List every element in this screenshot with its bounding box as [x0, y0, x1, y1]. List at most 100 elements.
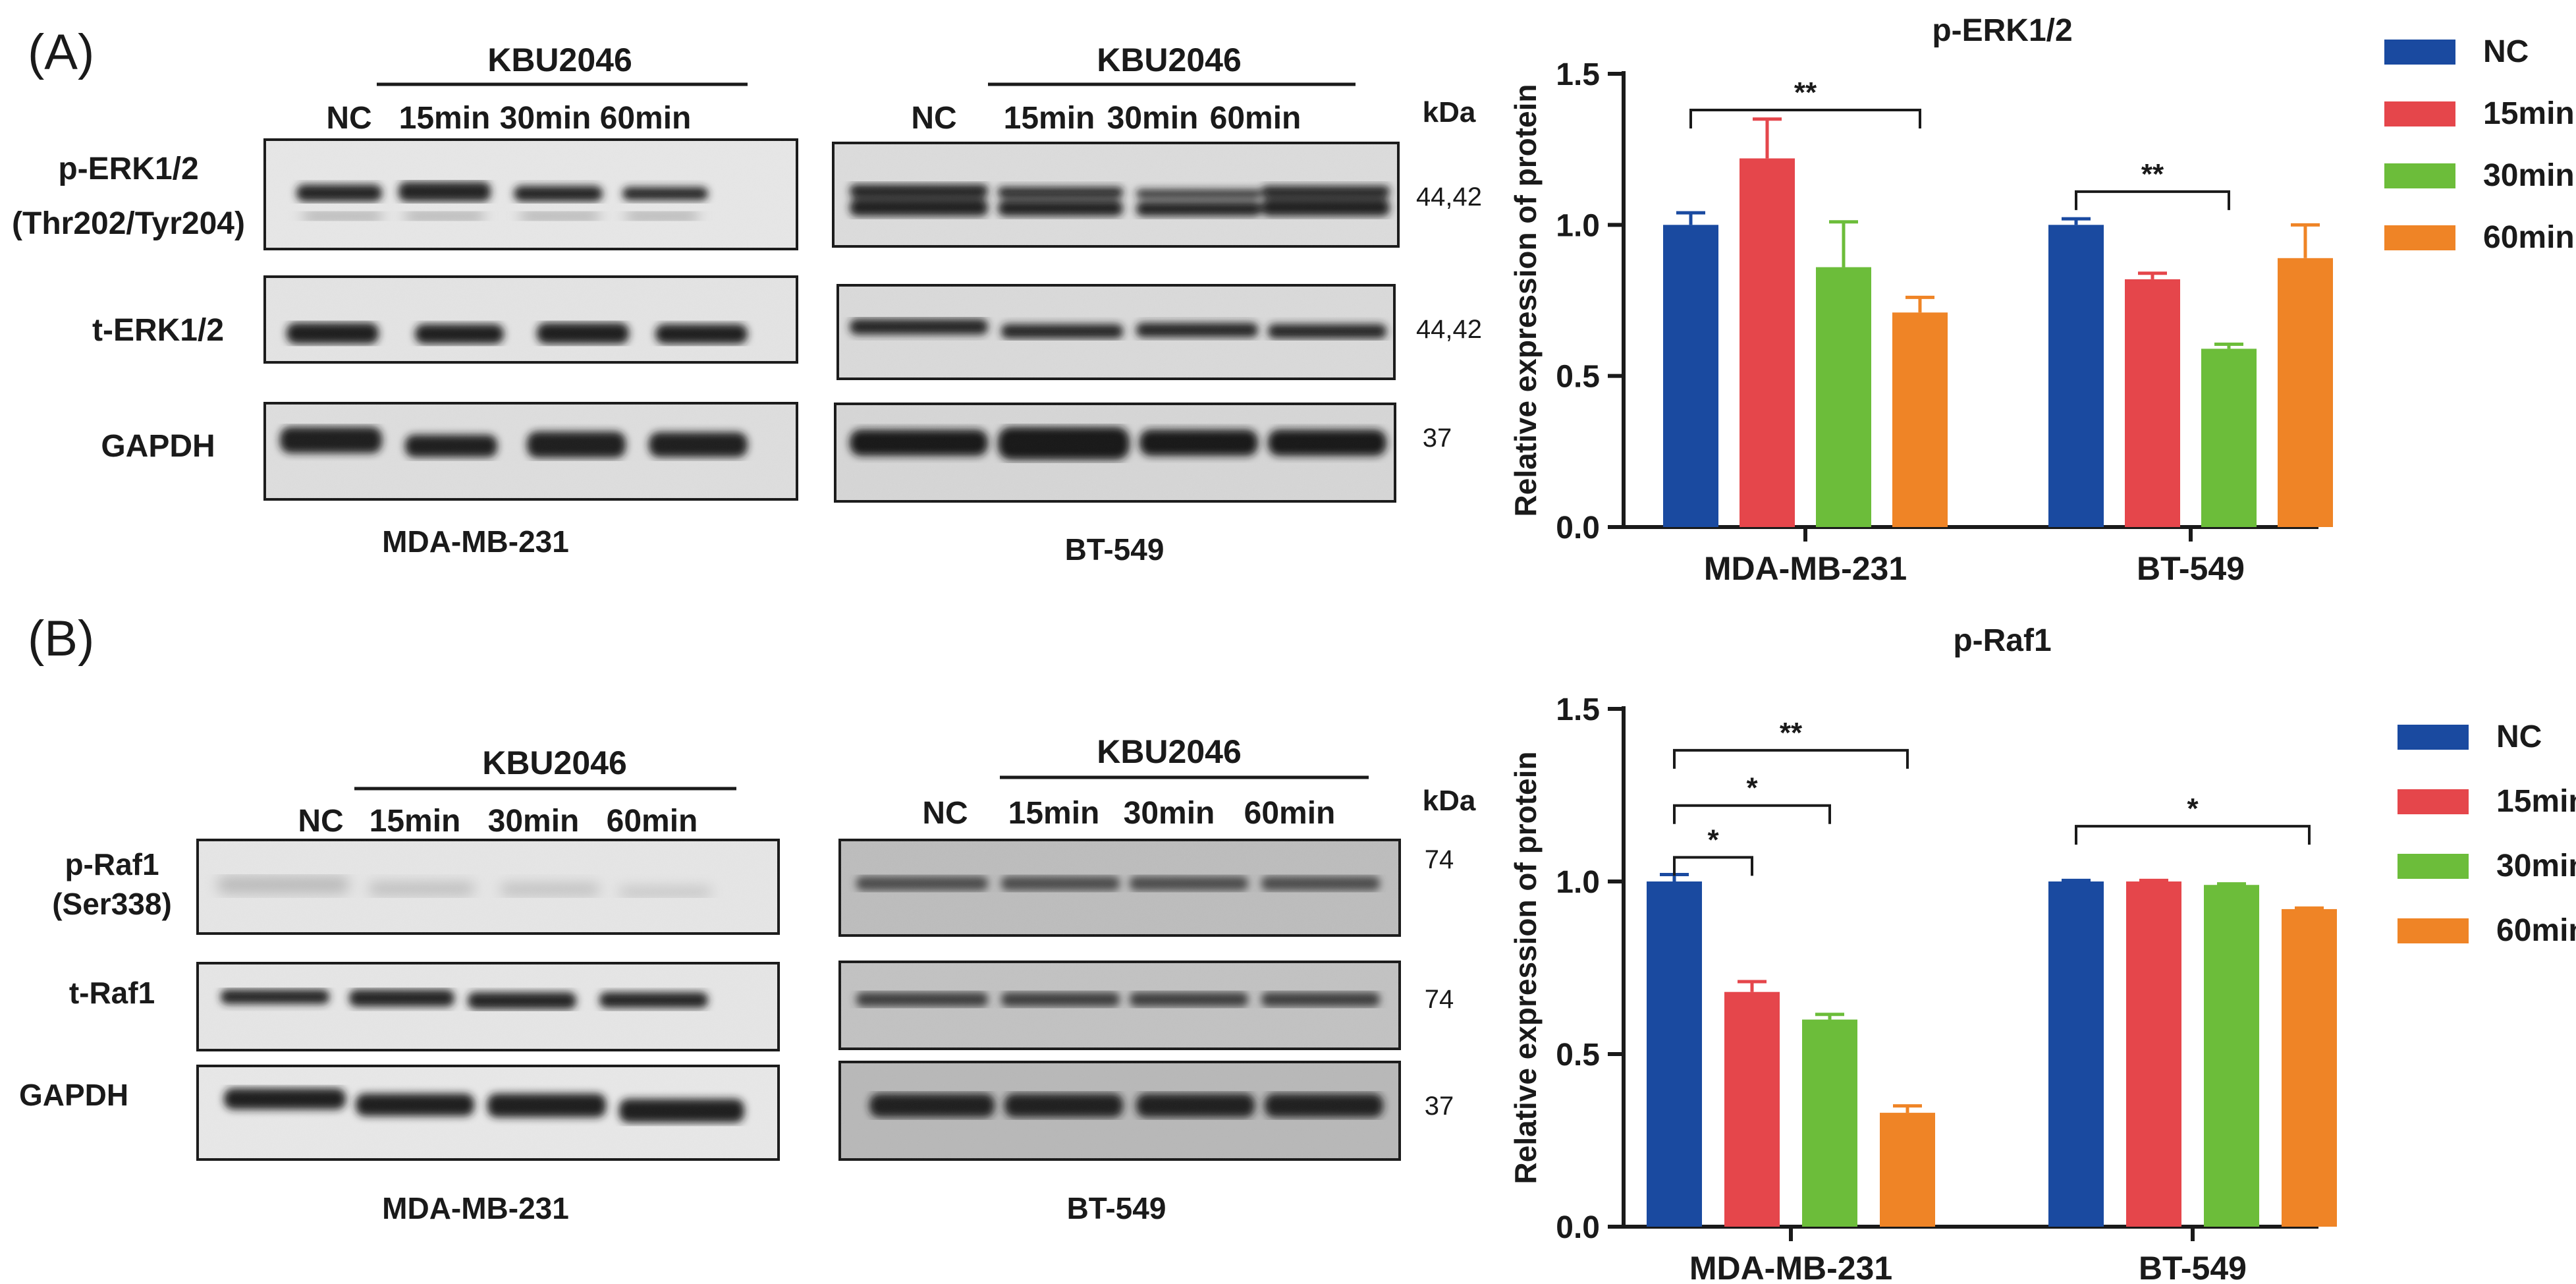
- blot-strip-t-erk: [263, 275, 798, 364]
- blot-b-mda: KBU2046 NC 15min 30min 60min p-Raf1 (Ser…: [19, 744, 780, 1225]
- x-tick-label: BT-549: [2137, 550, 2245, 587]
- legend-label: 60min: [2483, 220, 2575, 255]
- blot-strip-gapdh: [838, 1061, 1401, 1161]
- kda-value-t-erk: 44,42: [1416, 315, 1482, 344]
- legend-swatch: [2398, 725, 2469, 750]
- bar: [1724, 991, 1780, 1227]
- lane-label-15min: 15min: [399, 101, 491, 136]
- significance-bracket: [2075, 825, 2311, 845]
- legend-label: 30min: [2496, 849, 2576, 883]
- legend-label: 15min: [2496, 784, 2576, 819]
- lane-label-15min: 15min: [1008, 796, 1100, 831]
- blot-strip-gapdh: [834, 403, 1396, 503]
- y-tick-label: 0.0: [1556, 1210, 1600, 1245]
- y-axis-label: Relative expression of protein: [1508, 84, 1543, 517]
- bar: [1892, 312, 1948, 527]
- blot-a-bt: KBU2046 NC 15min 30min 60min kDa 44,42: [832, 42, 1482, 567]
- bar: [2048, 881, 2104, 1227]
- x-tick-label: MDA-MB-231: [1689, 1250, 1892, 1284]
- bar: [2204, 885, 2259, 1227]
- bar-chart-p-erk: p-ERK1/2 0.0 0.5 1.0 1.5 Relative expression …: [1508, 13, 2575, 587]
- legend-swatch: [2384, 40, 2455, 65]
- legend-label: NC: [2496, 719, 2542, 754]
- kda-label: kDa: [1423, 96, 1476, 128]
- cell-line-label: BT-549: [1065, 532, 1165, 567]
- bar: [2125, 279, 2180, 527]
- legend-swatch: [2398, 854, 2469, 879]
- kda-label: kDa: [1423, 785, 1476, 817]
- kda-value-gapdh: 37: [1423, 424, 1452, 453]
- lane-label-60min: 60min: [607, 804, 698, 839]
- treatment-label: KBU2046: [1097, 42, 1242, 78]
- lane-label-30min: 30min: [488, 804, 580, 839]
- x-tick-label: BT-549: [2139, 1250, 2247, 1284]
- blot-strip-t-raf1: [196, 962, 780, 1051]
- legend-swatch: [2384, 225, 2455, 250]
- legend-swatch: [2384, 163, 2455, 188]
- lane-label-60min: 60min: [1210, 101, 1302, 136]
- bar-chart-p-raf1: p-Raf1 0.0 0.5 1.0 1.5 Relative expression of…: [1508, 623, 2576, 1284]
- lane-label-30min: 30min: [1107, 101, 1199, 136]
- blot-strip-t-erk: [836, 284, 1396, 380]
- legend-swatch: [2398, 789, 2469, 814]
- bar: [1740, 158, 1795, 528]
- bar: [1816, 267, 1871, 527]
- bar: [1802, 1019, 1857, 1227]
- legend-swatch: [2398, 918, 2469, 943]
- blot-strip-gapdh: [263, 402, 798, 501]
- significance-bracket: [1673, 856, 1753, 876]
- significance-label: **: [2141, 158, 2164, 190]
- treatment-label: KBU2046: [1097, 733, 1242, 770]
- bar: [2201, 349, 2257, 527]
- cell-line-label: MDA-MB-231: [382, 1191, 569, 1225]
- row-label-p-raf1: p-Raf1: [65, 847, 159, 881]
- lane-label-15min: 15min: [1004, 101, 1095, 136]
- blot-strip-p-raf1: [196, 839, 780, 935]
- lane-label-nc: NC: [326, 101, 371, 136]
- row-label-gapdh: GAPDH: [101, 429, 215, 464]
- blot-strip-t-raf1: [838, 961, 1401, 1050]
- lane-label-30min: 30min: [1124, 796, 1215, 831]
- lane-label-nc: NC: [298, 804, 343, 839]
- y-tick-label: 1.5: [1556, 692, 1600, 727]
- lane-label-nc: NC: [922, 796, 968, 831]
- y-tick-label: 1.0: [1556, 208, 1600, 243]
- bar: [1647, 881, 1702, 1227]
- y-tick-label: 0.5: [1556, 1038, 1600, 1073]
- significance-label: *: [1707, 823, 1719, 856]
- y-tick-label: 0.0: [1556, 511, 1600, 545]
- legend-label: NC: [2483, 34, 2529, 69]
- significance-bracket: [1689, 109, 1921, 129]
- cell-line-label: BT-549: [1067, 1191, 1166, 1225]
- kda-value-gapdh: 37: [1425, 1092, 1454, 1121]
- treatment-label: KBU2046: [487, 42, 632, 78]
- y-tick-label: 1.0: [1556, 865, 1600, 900]
- row-label-p-raf1-site: (Ser338): [52, 887, 172, 921]
- blot-strip-p-erk: [263, 138, 798, 250]
- significance-label: *: [2187, 793, 2199, 825]
- bar: [2126, 881, 2181, 1227]
- chart-title: p-ERK1/2: [1932, 13, 2072, 48]
- significance-label: **: [1794, 76, 1817, 109]
- lane-label-60min: 60min: [600, 101, 692, 136]
- y-axis-label: Relative expression of protein: [1508, 752, 1543, 1185]
- treatment-label: KBU2046: [482, 744, 627, 781]
- lane-label-nc: NC: [911, 101, 956, 136]
- kda-value-p-erk: 44,42: [1416, 182, 1482, 211]
- legend-label: 60min: [2496, 913, 2576, 948]
- row-label-t-raf1: t-Raf1: [69, 976, 155, 1010]
- cell-line-label: MDA-MB-231: [382, 524, 569, 559]
- lane-label-30min: 30min: [500, 101, 591, 136]
- bar: [2278, 258, 2333, 527]
- blot-b-bt: KBU2046 NC 15min 30min 60min kDa 74: [838, 733, 1476, 1225]
- lane-label-60min: 60min: [1244, 796, 1336, 831]
- kda-value-p-raf1: 74: [1425, 845, 1454, 874]
- significance-bracket: [1673, 748, 1909, 769]
- bar: [1663, 225, 1718, 527]
- blot-strip-gapdh: [196, 1065, 780, 1161]
- row-label-t-erk: t-ERK1/2: [92, 313, 224, 348]
- significance-bracket: [1673, 804, 1831, 824]
- legend-label: 30min: [2483, 158, 2575, 193]
- row-label-gapdh: GAPDH: [19, 1078, 128, 1112]
